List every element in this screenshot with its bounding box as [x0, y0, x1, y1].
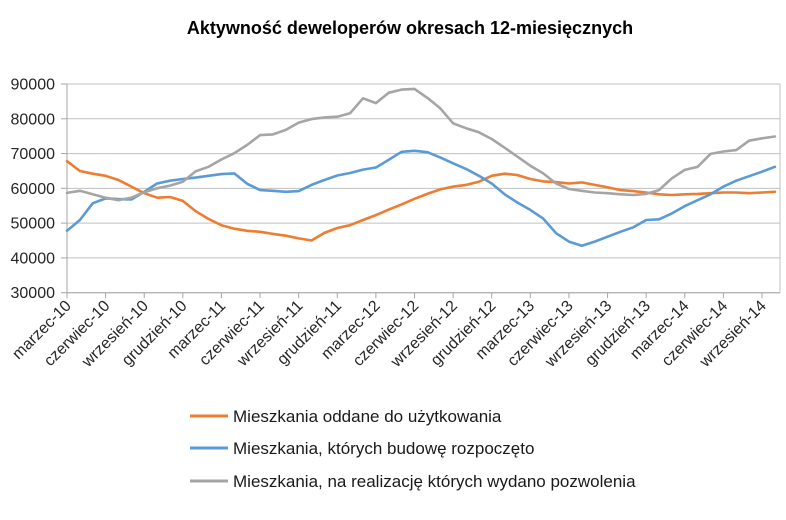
chart-title: Aktywność deweloperów okresach 12-miesię…: [187, 18, 633, 38]
legend-label-pozwolenia: Mieszkania, na realizację których wydano…: [233, 472, 636, 491]
legend-label-oddane: Mieszkania oddane do użytkowania: [233, 407, 502, 426]
x-axis-labels: marzec-10czerwiec-10wrzesień-10grudzień-…: [9, 297, 770, 371]
series-line-0: [65, 159, 777, 242]
y-axis-label: 70000: [11, 146, 56, 163]
gridlines: [67, 83, 780, 294]
y-axis-label: 50000: [11, 216, 56, 233]
y-axis-label: 40000: [11, 250, 56, 267]
legend-label-rozpoczete: Mieszkania, których budowę rozpoczęto: [233, 439, 534, 458]
x-axis-ticks: [66, 292, 763, 299]
legend-item-pozwolenia: Mieszkania, na realizację których wydano…: [190, 472, 636, 491]
y-axis-label: 30000: [11, 285, 56, 302]
series-lines: [65, 87, 777, 247]
axis-lines: [66, 84, 781, 294]
legend: Mieszkania oddane do użytkowania Mieszka…: [190, 407, 636, 491]
legend-item-oddane: Mieszkania oddane do użytkowania: [190, 407, 502, 426]
y-axis-label: 60000: [11, 181, 56, 198]
y-axis-label: 80000: [11, 111, 56, 128]
legend-item-rozpoczete: Mieszkania, których budowę rozpoczęto: [190, 439, 534, 458]
y-axis-labels: 30000 40000 50000 60000 70000 80000 90000: [11, 77, 56, 303]
series-line-2: [65, 87, 777, 202]
y-axis-ticks: [61, 83, 67, 294]
y-axis-label: 90000: [11, 77, 56, 94]
